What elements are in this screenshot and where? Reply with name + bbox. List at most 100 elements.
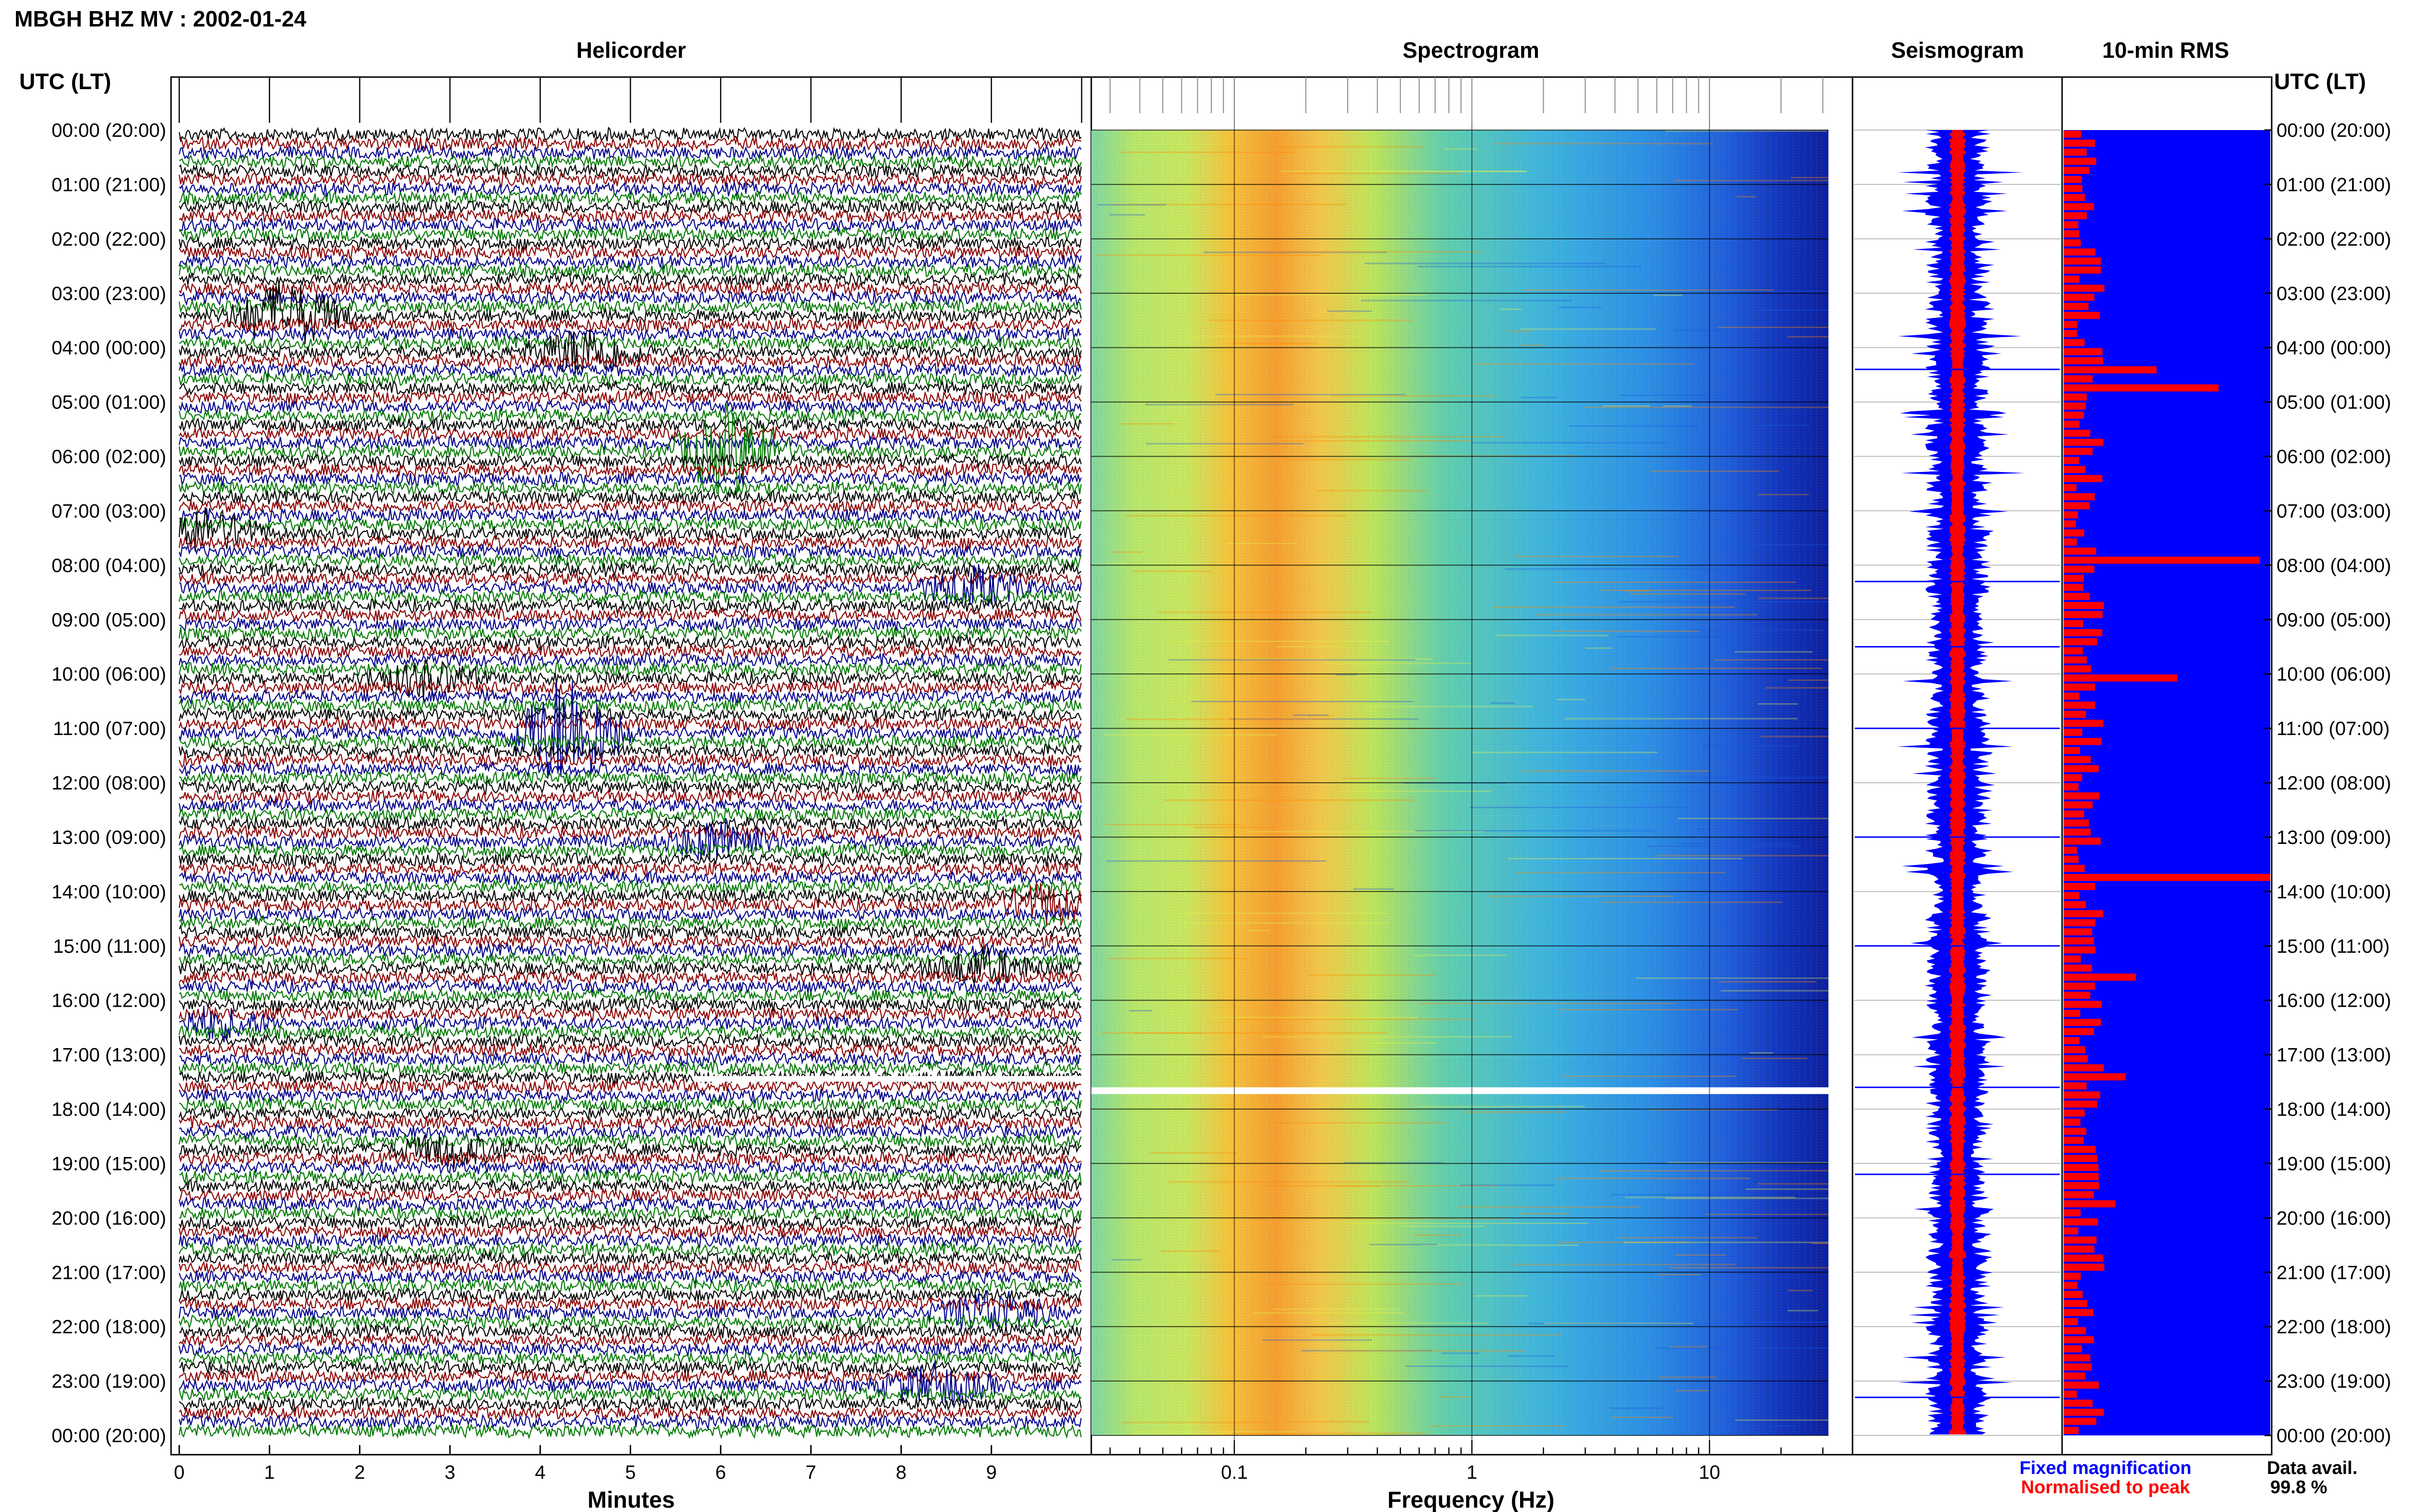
- spectrogram-streak: [1489, 895, 1674, 897]
- rms-bar: [2064, 810, 2084, 818]
- rms-bar: [2064, 293, 2094, 301]
- helicorder-trace-line: [178, 235, 1082, 252]
- spectrogram-streak: [1677, 817, 1828, 819]
- rms-bar: [2064, 266, 2101, 274]
- helicorder-trace-line: [179, 380, 1082, 397]
- rms-bar: [2064, 973, 2136, 981]
- spectrogram-streak: [1529, 1323, 1734, 1325]
- spectrogram-streak: [1512, 1263, 1735, 1265]
- helicorder-trace-line: [179, 869, 1082, 887]
- seismogram-spikes: [1855, 368, 2060, 1398]
- rms-bar: [2064, 1109, 2085, 1117]
- helicorder-trace-line: [179, 996, 1082, 1012]
- spectrogram-streak: [1544, 1322, 1694, 1324]
- time-labels-left: 00:00 (20:00) 01:00 (21:00) 02:00 (22:00) 0…: [52, 120, 166, 1446]
- spectrogram-streak: [1469, 806, 1688, 808]
- helicorder-trace-line: [179, 1168, 1082, 1186]
- rms-bar: [2064, 1091, 2101, 1099]
- helicorder-trace-line: [179, 1114, 1082, 1131]
- spectrogram-streak: [1105, 824, 1239, 826]
- helicorder-trace-line: [178, 860, 1082, 878]
- helicorder-trace-line: [179, 1322, 1082, 1340]
- rms-bar: [2064, 1082, 2087, 1090]
- spectrogram-streak: [1620, 394, 1746, 396]
- helicorder-trace-line: [178, 1286, 1082, 1303]
- spectrogram-streak: [1558, 306, 1602, 308]
- rms-bar: [2064, 1073, 2126, 1081]
- spectrogram-panel: 0.1 1 10 Frequency (Hz): [1090, 76, 1853, 1512]
- helicorder-trace-line: [178, 818, 1082, 861]
- spectrogram-streak: [1159, 617, 1193, 619]
- rms-bar: [2064, 1037, 2080, 1044]
- spectrogram-streak: [1493, 606, 1735, 608]
- spectrogram-streak: [1343, 1162, 1443, 1164]
- helicorder-trace-line: [178, 624, 1082, 642]
- time-label-right: 09:00 (05:00): [2277, 609, 2391, 631]
- rms-bar: [2064, 421, 2080, 428]
- time-label-right: 11:00 (07:00): [2277, 718, 2390, 739]
- spectrogram-streak: [1164, 799, 1415, 801]
- time-label-left: 19:00 (15:00): [52, 1153, 166, 1174]
- spectrogram-streak: [1272, 1308, 1398, 1310]
- spectrogram-streak: [1413, 1234, 1464, 1236]
- spectrogram-streak: [1369, 1042, 1436, 1044]
- helicorder-trace-line: [179, 425, 1082, 442]
- helicorder-title: Helicorder: [576, 38, 686, 63]
- spectrogram-streak: [1520, 344, 1543, 346]
- rms-bar: [2064, 575, 2084, 582]
- helicorder-trace-line: [179, 1205, 1082, 1222]
- page-title: MBGH BHZ MV : 2002-01-24: [14, 6, 306, 31]
- helicorder-trace-line: [178, 262, 1082, 279]
- spectrogram-streak: [1495, 143, 1712, 145]
- rms-bar: [2064, 384, 2219, 392]
- rms-bar: [2064, 647, 2083, 655]
- time-label-right: 05:00 (01:00): [2277, 392, 2391, 413]
- time-label-right: 10:00 (06:00): [2277, 664, 2391, 685]
- spectrogram-streak: [1769, 1425, 1796, 1427]
- time-label-left: 20:00 (16:00): [52, 1208, 166, 1229]
- spectrogram-streak: [1602, 405, 1650, 407]
- spectrogram-streak: [1150, 1152, 1238, 1154]
- spectrogram-streak: [1766, 290, 1828, 292]
- spectrogram-streak: [1553, 581, 1797, 583]
- time-label-right: 04:00 (00:00): [2277, 338, 2391, 359]
- helicorder-x-tick-label: 9: [986, 1462, 997, 1483]
- rms-bar: [2064, 284, 2105, 292]
- spectrogram-streak: [1496, 634, 1609, 636]
- spectrogram-streak: [1335, 1185, 1379, 1187]
- time-label-left: 16:00 (12:00): [52, 990, 166, 1012]
- rms-bar: [2064, 493, 2095, 500]
- rms-bar: [2064, 239, 2081, 247]
- spectrogram-streak: [1350, 1223, 1588, 1224]
- spectrogram-streak: [1665, 1197, 1828, 1199]
- spectrogram-streak: [1097, 204, 1166, 206]
- rms-bar: [2064, 783, 2078, 790]
- spectrogram-streak: [1309, 974, 1435, 976]
- helicorder-trace-line: [178, 1032, 1082, 1050]
- spectrogram-streak: [1364, 263, 1606, 264]
- spectrogram-x-tick-label: 0.1: [1221, 1462, 1248, 1483]
- rms-bar: [2064, 737, 2102, 745]
- helicorder-x-tick-label: 8: [896, 1462, 906, 1483]
- spectrogram-streak: [1520, 328, 1656, 330]
- spectrogram-streak: [1755, 1321, 1828, 1323]
- spectrogram-streak: [1246, 830, 1484, 832]
- spectrogram-streak: [1131, 1431, 1299, 1433]
- helicorder-trace-line: [179, 681, 1082, 779]
- spectrogram-streak: [1569, 425, 1699, 427]
- spectrogram-streak: [1734, 651, 1813, 653]
- helicorder-trace-line: [178, 882, 1082, 926]
- spectrogram-streak: [1508, 1355, 1555, 1357]
- spectrogram-x-label: Frequency (Hz): [1388, 1487, 1555, 1512]
- helicorder-trace-line: [178, 1023, 1082, 1040]
- helicorder-trace-line: [178, 461, 1082, 479]
- helicorder-trace-line: [178, 715, 1082, 733]
- rms-bar: [2064, 801, 2093, 809]
- rms-bar: [2064, 302, 2089, 310]
- helicorder-trace-line: [178, 498, 1082, 514]
- spectrogram-streak: [1168, 659, 1415, 661]
- helicorder-trace-line: [179, 281, 1082, 344]
- time-label-right: 17:00 (13:00): [2277, 1045, 2391, 1066]
- rms-bar: [2064, 1282, 2078, 1289]
- helicorder-trace-line: [179, 1051, 1082, 1068]
